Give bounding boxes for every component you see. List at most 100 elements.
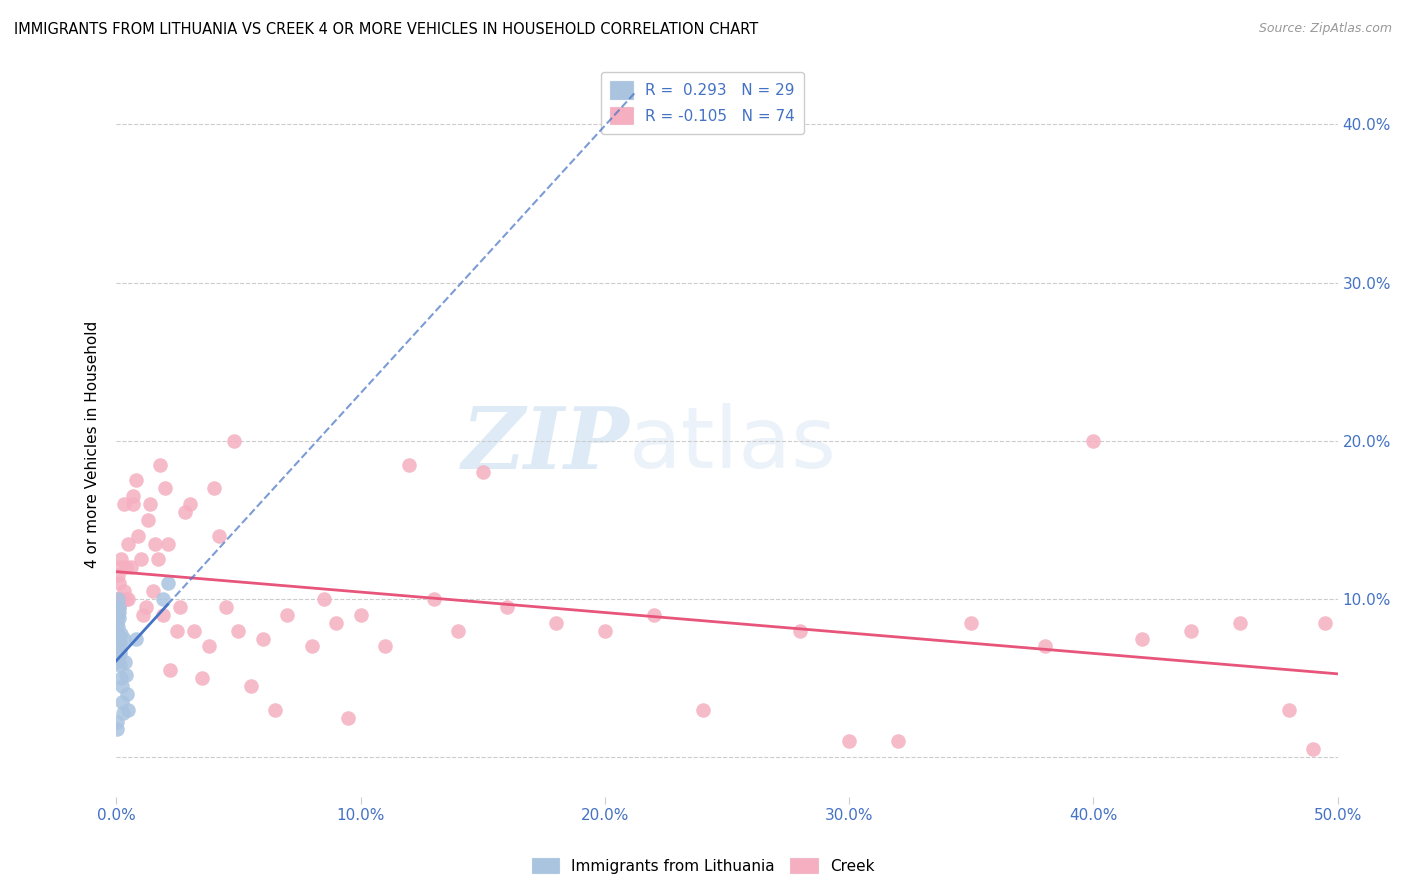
- Legend: R =  0.293   N = 29, R = -0.105   N = 74: R = 0.293 N = 29, R = -0.105 N = 74: [600, 72, 804, 134]
- Point: [692, 703, 714, 717]
- Point: [142, 584, 165, 599]
- Point: [132, 607, 155, 622]
- Point: [301, 640, 323, 654]
- Point: [117, 591, 139, 606]
- Point: [110, 671, 132, 685]
- Point: [496, 599, 519, 614]
- Point: [374, 640, 396, 654]
- Point: [108, 658, 131, 673]
- Point: [122, 489, 145, 503]
- Point: [1130, 632, 1153, 646]
- Point: [108, 611, 131, 625]
- Point: [349, 607, 371, 622]
- Point: [593, 624, 616, 638]
- Point: [179, 497, 201, 511]
- Point: [115, 560, 138, 574]
- Point: [1033, 640, 1056, 654]
- Point: [117, 703, 139, 717]
- Point: [105, 715, 128, 730]
- Text: ZIP: ZIP: [461, 403, 630, 486]
- Point: [125, 473, 148, 487]
- Point: [143, 536, 166, 550]
- Point: [264, 703, 287, 717]
- Point: [169, 599, 191, 614]
- Point: [1302, 742, 1324, 756]
- Point: [252, 632, 274, 646]
- Point: [838, 734, 860, 748]
- Point: [115, 668, 138, 682]
- Point: [191, 671, 214, 685]
- Point: [1229, 615, 1251, 630]
- Point: [325, 615, 347, 630]
- Point: [139, 497, 162, 511]
- Point: [112, 632, 135, 646]
- Point: [152, 607, 174, 622]
- Point: [202, 481, 225, 495]
- Point: [1083, 434, 1105, 448]
- Point: [107, 568, 129, 582]
- Point: [108, 599, 131, 614]
- Point: [166, 624, 188, 638]
- Point: [398, 458, 420, 472]
- Point: [105, 655, 128, 669]
- Point: [1315, 615, 1337, 630]
- Point: [149, 458, 172, 472]
- Point: [115, 591, 138, 606]
- Point: [107, 599, 129, 614]
- Point: [1180, 624, 1202, 638]
- Point: [173, 505, 195, 519]
- Point: [1278, 703, 1301, 717]
- Point: [312, 591, 335, 606]
- Point: [112, 706, 135, 720]
- Point: [107, 615, 129, 630]
- Point: [215, 599, 238, 614]
- Point: [136, 513, 159, 527]
- Point: [276, 607, 298, 622]
- Point: [111, 679, 134, 693]
- Point: [125, 632, 148, 646]
- Point: [107, 626, 129, 640]
- Point: [114, 655, 136, 669]
- Point: [146, 552, 169, 566]
- Point: [135, 599, 157, 614]
- Point: [105, 722, 128, 736]
- Point: [887, 734, 910, 748]
- Point: [107, 605, 129, 619]
- Point: [544, 615, 567, 630]
- Point: [112, 584, 135, 599]
- Point: [107, 620, 129, 634]
- Point: [117, 536, 139, 550]
- Point: [107, 591, 129, 606]
- Point: [110, 591, 132, 606]
- Point: [198, 640, 221, 654]
- Point: [122, 497, 145, 511]
- Point: [789, 624, 811, 638]
- Point: [156, 576, 179, 591]
- Point: [107, 591, 129, 606]
- Point: [183, 624, 205, 638]
- Point: [117, 687, 139, 701]
- Point: [129, 552, 152, 566]
- Text: Source: ZipAtlas.com: Source: ZipAtlas.com: [1258, 22, 1392, 36]
- Point: [110, 552, 132, 566]
- Point: [111, 695, 134, 709]
- Point: [471, 466, 494, 480]
- Y-axis label: 4 or more Vehicles in Household: 4 or more Vehicles in Household: [86, 321, 100, 568]
- Point: [159, 663, 181, 677]
- Point: [208, 529, 231, 543]
- Point: [112, 497, 135, 511]
- Point: [153, 481, 176, 495]
- Point: [127, 529, 149, 543]
- Point: [120, 560, 142, 574]
- Point: [110, 626, 132, 640]
- Legend: Immigrants from Lithuania, Creek: Immigrants from Lithuania, Creek: [526, 852, 880, 880]
- Point: [423, 591, 446, 606]
- Point: [228, 624, 250, 638]
- Text: IMMIGRANTS FROM LITHUANIA VS CREEK 4 OR MORE VEHICLES IN HOUSEHOLD CORRELATION C: IMMIGRANTS FROM LITHUANIA VS CREEK 4 OR …: [14, 22, 758, 37]
- Point: [107, 607, 129, 622]
- Point: [108, 636, 131, 650]
- Point: [110, 642, 132, 657]
- Point: [108, 632, 131, 646]
- Point: [152, 591, 174, 606]
- Point: [222, 434, 245, 448]
